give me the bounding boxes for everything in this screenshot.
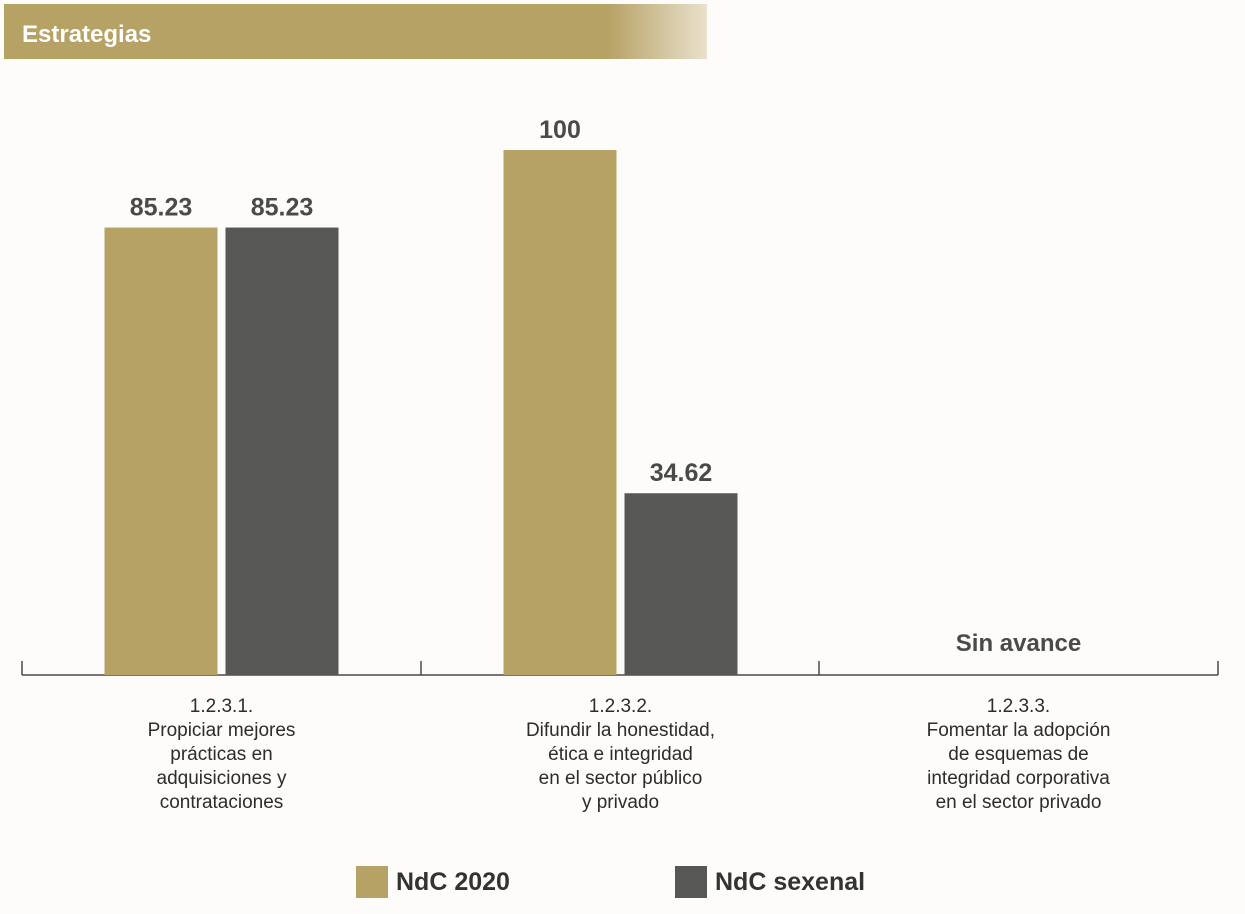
category-label-2: 1.2.3.2. Difundir la honestidad, ética e i… [526,696,715,813]
data-label-ndc2020-1: 85.23 [130,194,193,222]
data-label-sexenal-2: 34.62 [650,459,713,487]
legend-label-ndc2020: NdC 2020 [396,867,510,896]
data-label-sexenal-1: 85.23 [251,194,314,222]
bar-ndc2020-1 [104,227,218,676]
legend-swatch-ndc2020 [356,866,388,898]
data-label-ndc2020-2: 100 [539,116,581,144]
bar-sexenal-1 [225,227,339,676]
category-label-1: 1.2.3.1. Propiciar mejores prácticas en adq… [148,696,296,813]
header-title: Estrategias [22,21,152,48]
bar-sexenal-2 [624,493,738,675]
legend-item-ndc2020: NdC 2020 [356,866,510,898]
legend-swatch-sexenal [675,866,707,898]
category-label-3: 1.2.3.3. Fomentar la adopción de esquemas … [927,696,1111,813]
legend-label-sexenal: NdC sexenal [715,867,866,896]
bar-ndc2020-2 [503,150,617,675]
annotation-sin-avance: Sin avance [956,630,1081,657]
header-band: Estrategias [4,4,707,59]
legend-item-sexenal: NdC sexenal [675,866,865,898]
